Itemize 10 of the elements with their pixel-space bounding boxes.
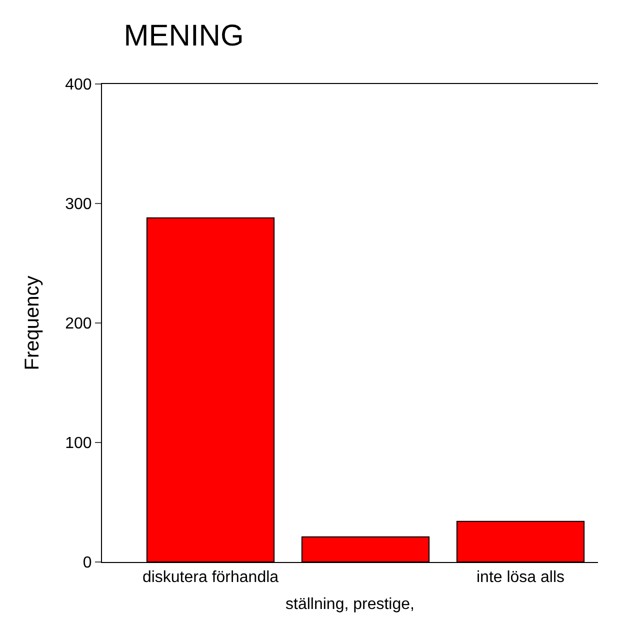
y-tick-label: 400 bbox=[65, 76, 92, 94]
y-tick-label: 200 bbox=[65, 316, 92, 333]
y-axis-title: Frequency bbox=[22, 276, 44, 370]
y-tick-label: 0 bbox=[82, 554, 92, 572]
chart-title: MENING bbox=[124, 20, 244, 53]
x-tick-label: inte lösa alls bbox=[476, 569, 565, 586]
x-tick-label: diskutera förhandla bbox=[142, 569, 279, 586]
y-tick-label: 300 bbox=[65, 196, 92, 214]
x-axis-title: ställning, prestige, bbox=[286, 596, 414, 613]
y-tick-label: 100 bbox=[65, 435, 92, 452]
